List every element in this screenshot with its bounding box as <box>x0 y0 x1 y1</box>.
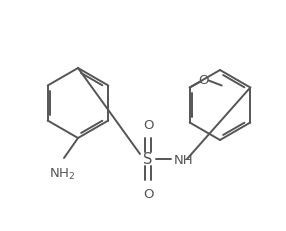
Text: O: O <box>198 74 209 87</box>
Text: O: O <box>143 119 153 131</box>
Text: NH: NH <box>174 153 194 166</box>
Text: O: O <box>143 187 153 200</box>
Text: S: S <box>143 152 153 167</box>
Text: NH$_2$: NH$_2$ <box>49 166 75 181</box>
